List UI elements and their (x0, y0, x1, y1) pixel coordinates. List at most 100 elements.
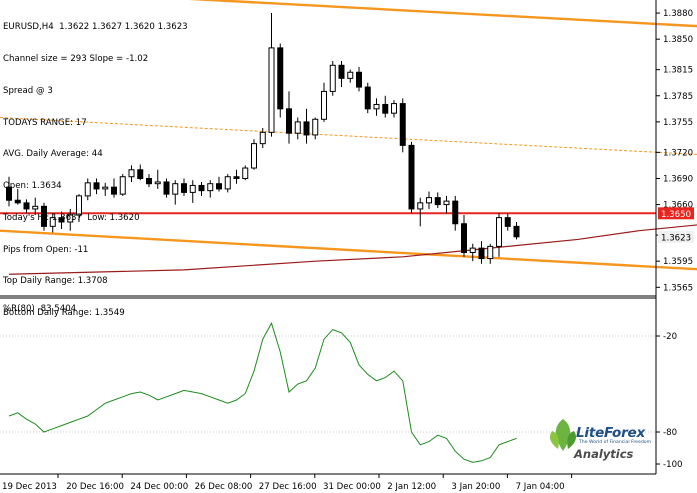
candle-body-up (469, 247, 476, 253)
candle (41, 202, 47, 231)
candle (268, 13, 275, 137)
candle-body-down (233, 176, 240, 179)
candle-body-up (443, 200, 450, 206)
price-label: 1.3650 (661, 210, 691, 220)
candle (347, 69, 354, 83)
candle (469, 243, 476, 262)
info-line: Top Daily Range: 1.3708 (3, 276, 108, 287)
candle (233, 169, 240, 184)
candle-body-down (513, 225, 520, 238)
price-label: 1.3623 (661, 233, 691, 243)
candle-body-up (76, 195, 82, 216)
candle (452, 195, 459, 231)
price-tick-label: 1.3815 (663, 66, 693, 76)
candle-body-down (93, 182, 100, 190)
candle (32, 197, 39, 216)
indicator-panel (0, 321, 656, 463)
candle (119, 174, 126, 196)
price-tick-label: 1.3690 (663, 174, 693, 184)
indicator-tick-label: -80 (663, 428, 677, 438)
candle (443, 195, 450, 214)
channel-lines (0, 0, 697, 271)
candle-body-up (32, 205, 39, 210)
candle (356, 67, 362, 92)
candle (242, 165, 249, 181)
candle (146, 174, 152, 188)
info-line: Open: 1.3634 (3, 181, 62, 192)
candle (189, 180, 196, 203)
time-tick-label: 27 Dec 16:00 (259, 482, 317, 492)
candle-body-up (259, 131, 266, 145)
candle-body-up (487, 245, 494, 260)
time-tick-label: 31 Dec 00:00 (323, 482, 381, 492)
candle (102, 182, 109, 196)
candle (259, 127, 266, 148)
candle-body-down (356, 71, 362, 88)
candle-body-down (181, 183, 187, 193)
candle-body-up (373, 103, 380, 110)
time-tick-label: 2 Jan 12:00 (387, 482, 436, 492)
price-tick-label: 1.3850 (663, 35, 693, 45)
time-tick-label: 26 Dec 08:00 (195, 482, 253, 492)
candle-body-down (198, 184, 205, 192)
candle-body-up (119, 176, 126, 195)
info-box: EURUSD,H4 1.3622 1.3627 1.3620 1.3623 Ch… (3, 1, 188, 329)
time-tick-label: 20 Dec 16:00 (66, 482, 124, 492)
price-tick-label: 1.3785 (663, 92, 693, 102)
candle (137, 164, 144, 181)
indicator-tick-label: -100 (663, 460, 683, 470)
candle-body-up (189, 184, 196, 193)
price-tick-label: 1.3595 (663, 257, 693, 267)
info-line: Bottom Daily Range: 1.3549 (3, 308, 125, 319)
candle-body-up (251, 143, 257, 169)
candle (329, 60, 336, 96)
candle-body-up (242, 167, 249, 179)
candle (76, 194, 82, 222)
candle-body-down (6, 186, 12, 201)
candle-body-down (277, 47, 284, 110)
candle-body-down (434, 197, 441, 206)
candle-body-down (382, 103, 389, 114)
candle (163, 178, 170, 198)
candle (417, 197, 424, 227)
candle-body-down (408, 144, 415, 210)
candle-body-down (338, 64, 345, 79)
candle-body-down (478, 247, 485, 260)
indicator-line (8, 321, 517, 463)
candle (93, 178, 100, 195)
candle (364, 82, 371, 114)
info-line: TODAYS RANGE: 17 (3, 117, 87, 128)
candle-body-down (111, 186, 117, 195)
candle (207, 180, 214, 198)
candle (58, 211, 65, 229)
candle-body-down (23, 202, 30, 210)
info-line: Spread @ 3 (3, 85, 53, 96)
candle-body-up (128, 169, 135, 178)
logo-tagline: The World of Financial Freedom (579, 440, 652, 445)
candle-body-up (224, 176, 231, 190)
candle (312, 117, 319, 140)
indicator-tick-label: -20 (663, 332, 677, 342)
candle-body-up (268, 47, 275, 133)
candle (23, 199, 30, 214)
candle (224, 174, 231, 193)
candle-body-down (137, 169, 144, 179)
candle (513, 222, 520, 240)
price-tick-label: 1.3565 (663, 283, 693, 293)
candle (277, 43, 284, 118)
moving-average (8, 224, 697, 275)
candle-body-down (461, 223, 467, 253)
candle (294, 117, 301, 140)
candle (181, 178, 187, 196)
logo-sub: Analytics (574, 447, 634, 461)
candle (382, 95, 389, 118)
channel-line-lower (0, 229, 697, 271)
candle-body-down (364, 86, 371, 110)
candle (426, 191, 432, 209)
candle-body-up (154, 181, 161, 185)
candle (198, 181, 205, 196)
candle-body-up (49, 217, 56, 227)
price-label-bg (658, 207, 694, 220)
candle-body-up (321, 90, 327, 120)
